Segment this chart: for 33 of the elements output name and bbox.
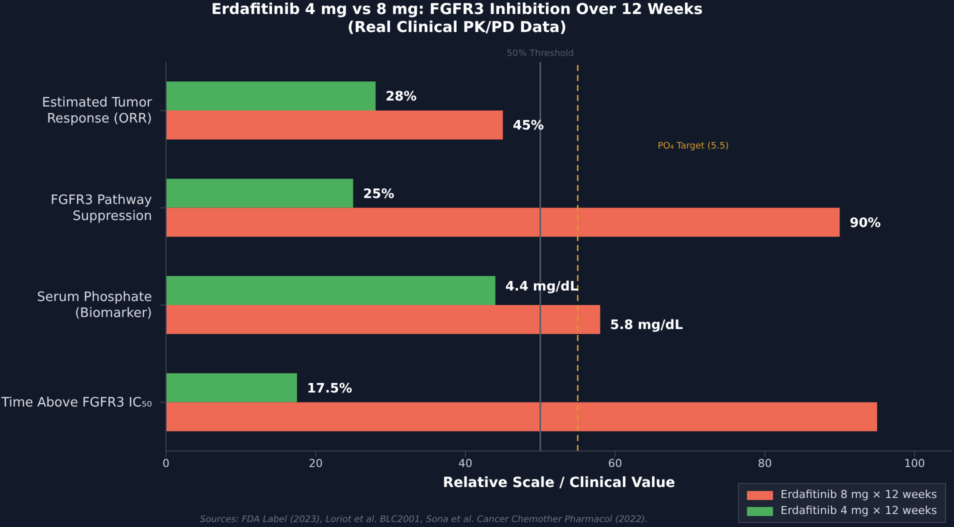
annotation: 5.8 mg/dL: [610, 318, 683, 333]
chart-title: Erdafitinib 4 mg vs 8 mg: FGFR3 Inhibition Over 12 Weeks: [210, 0, 704, 18]
chart-subtitle: (Real Clinical PK/PD Data): [346, 18, 568, 36]
x-axis-title: Relative Scale / Clinical Value: [442, 475, 676, 491]
bar: [166, 81, 376, 110]
data-label: 17.5%: [307, 381, 352, 396]
ref-line-label: 50% Threshold: [506, 49, 574, 59]
bar: [166, 178, 354, 208]
legend-label: Erdafitinib 8 mg × 12 weeks: [780, 487, 937, 503]
data-label: 90%: [850, 216, 881, 231]
x-tick-label: 40: [458, 456, 472, 470]
data-label: 25%: [363, 186, 394, 202]
annotation: 4.4 mg/dL: [505, 280, 578, 295]
x-tick-label: 100: [904, 456, 926, 470]
bar: [166, 304, 600, 334]
legend-label: Erdafitinib 4 mg × 12 weeks: [780, 503, 937, 519]
x-tick-label: 0: [162, 456, 170, 470]
x-tick-label: 80: [758, 456, 772, 470]
bar: [166, 208, 840, 237]
bar: [166, 110, 503, 140]
x-tick-label: 60: [608, 456, 622, 470]
source-note: Sources: FDA Label (2023), Loriot et al. BLC2001, Sona et al. Cancer Chemother Pharmacol (2022).: [200, 515, 648, 525]
x-tick-label: 20: [308, 456, 323, 470]
bar: [166, 373, 297, 402]
y-tick-label: Time Above FGFR3 IC₅₀: [0, 395, 152, 410]
data-label: 45%: [512, 118, 544, 134]
data-label: 28%: [386, 90, 417, 105]
ref-line-label: PO₄ Target (5.5): [658, 141, 729, 152]
y-tick-label: FGFR3 Pathway Suppression: [50, 192, 152, 224]
bar: [166, 276, 496, 305]
y-tick-label: Serum Phosphate (Biomarker): [37, 290, 152, 322]
y-tick-label: Estimated Tumor Response (ORR): [42, 96, 153, 127]
bar: [166, 402, 878, 432]
